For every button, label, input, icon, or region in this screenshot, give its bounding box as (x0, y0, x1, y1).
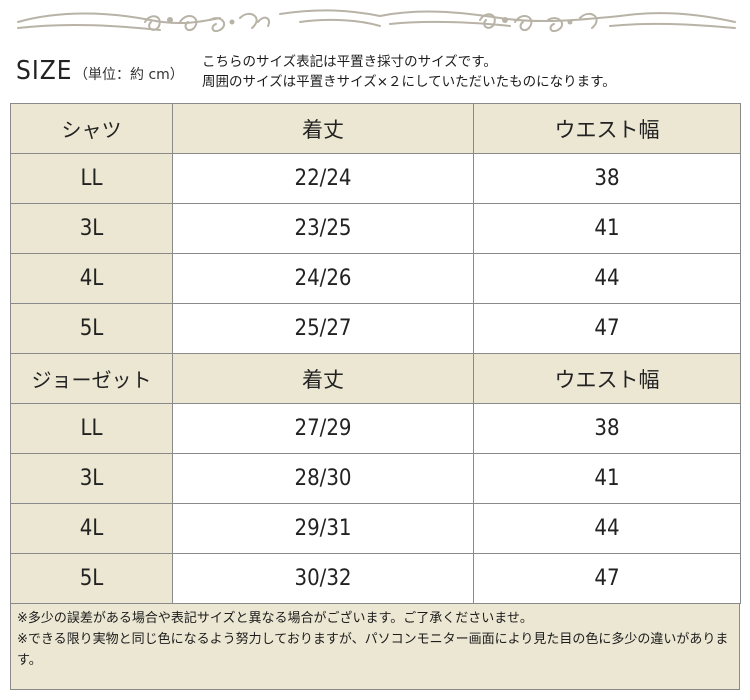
decorative-flourish-border (17, 9, 736, 33)
length-value: 22/24 (172, 153, 474, 204)
category-header: ジョーゼット (10, 353, 173, 404)
waist-value: 47 (473, 303, 741, 354)
note-line-2: 周囲のサイズは平置きサイズ×２にしていただいたものになります。 (202, 74, 616, 90)
length-value: 25/27 (172, 303, 474, 354)
table-row: 3L 28/30 41 (10, 453, 741, 504)
size-label: 5L (10, 553, 173, 604)
length-value: 27/29 (172, 403, 474, 454)
size-label: 3L (10, 453, 173, 504)
waist-value: 38 (473, 153, 741, 204)
table-row: 3L 23/25 41 (10, 203, 741, 254)
size-label: 4L (10, 503, 173, 554)
length-value: 24/26 (172, 253, 474, 304)
unit-label: （単位：約 cm） (74, 67, 184, 83)
table-header-row: シャツ 着丈 ウエスト幅 (10, 103, 741, 154)
length-value: 28/30 (172, 453, 474, 504)
waist-value: 47 (473, 553, 741, 604)
size-header: SIZE （単位：約 cm） こちらのサイズ表記は平置き採寸のサイズです。 周囲… (10, 48, 740, 98)
table-row: 4L 29/31 44 (10, 503, 741, 554)
length-value: 29/31 (172, 503, 474, 554)
waist-value: 44 (473, 253, 741, 304)
category-header: シャツ (10, 103, 173, 154)
waist-value: 38 (473, 403, 741, 454)
footer-note-2: ※できる限り実物と同じ色になるよう努力しておりますが、パソコンモニター画面により… (17, 632, 729, 668)
table-row: 4L 24/26 44 (10, 253, 741, 304)
column-header-waist: ウエスト幅 (473, 103, 741, 154)
size-label: LL (10, 153, 173, 204)
note-line-1: こちらのサイズ表記は平置き採寸のサイズです。 (202, 54, 497, 70)
table-row: LL 22/24 38 (10, 153, 741, 204)
size-title: SIZE (16, 56, 73, 86)
table-row: 5L 25/27 47 (10, 303, 741, 354)
column-header-length: 着丈 (172, 103, 474, 154)
waist-value: 41 (473, 453, 741, 504)
table-header-row: ジョーゼット 着丈 ウエスト幅 (10, 353, 741, 404)
measurement-notes: こちらのサイズ表記は平置き採寸のサイズです。 周囲のサイズは平置きサイズ×２にし… (202, 52, 742, 92)
footer-note-1: ※多少の誤差がある場合や表記サイズと異なる場合がございます。ご了承くださいませ。 (17, 611, 533, 626)
footer-notes: ※多少の誤差がある場合や表記サイズと異なる場合がございます。ご了承くださいませ。… (10, 604, 740, 690)
table-row: 5L 30/32 47 (10, 553, 741, 604)
table-row: LL 27/29 38 (10, 403, 741, 454)
size-label: 5L (10, 303, 173, 354)
size-label: LL (10, 403, 173, 454)
size-label: 3L (10, 203, 173, 254)
waist-value: 44 (473, 503, 741, 554)
size-chart-table: シャツ 着丈 ウエスト幅 LL 22/24 38 3L 23/25 41 4L … (10, 103, 741, 604)
size-label: 4L (10, 253, 173, 304)
waist-value: 41 (473, 203, 741, 254)
column-header-waist: ウエスト幅 (473, 353, 741, 404)
length-value: 23/25 (172, 203, 474, 254)
length-value: 30/32 (172, 553, 474, 604)
column-header-length: 着丈 (172, 353, 474, 404)
